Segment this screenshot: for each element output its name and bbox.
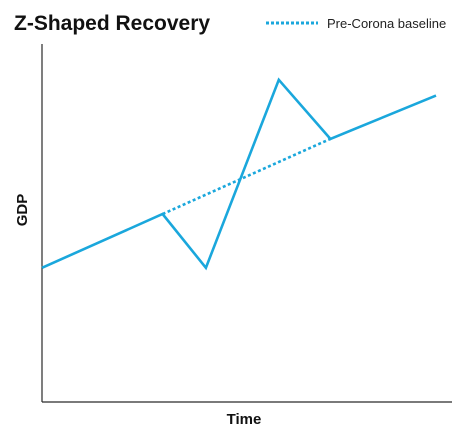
legend-label-baseline: Pre-Corona baseline xyxy=(327,16,446,31)
y-axis-label: GDP xyxy=(14,194,31,227)
series-line-recovery xyxy=(41,77,437,271)
series-line-baseline xyxy=(162,137,331,216)
axes xyxy=(41,44,452,403)
chart-title: Z-Shaped Recovery xyxy=(14,12,210,35)
legend: Pre-Corona baseline xyxy=(266,16,446,31)
plot-area xyxy=(41,77,437,271)
x-axis-label: Time xyxy=(227,411,262,428)
